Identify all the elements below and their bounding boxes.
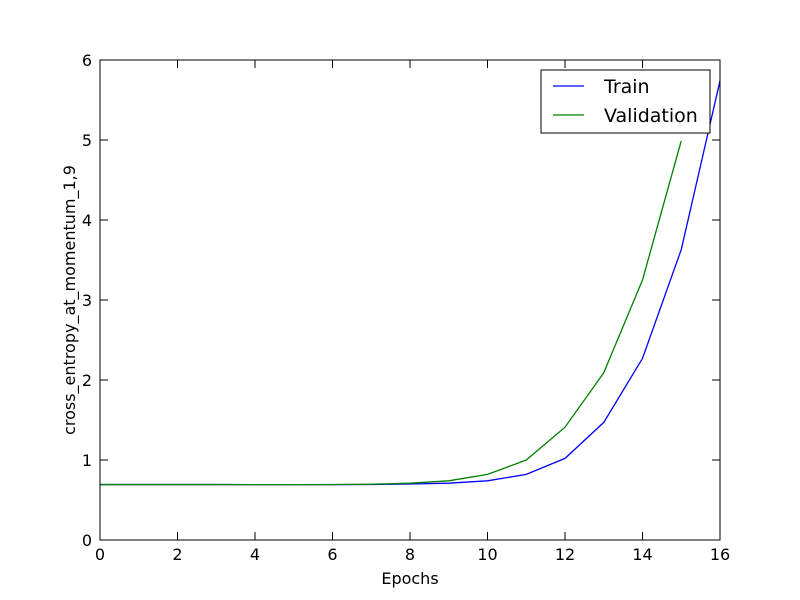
x-tick-label: 0 [95, 545, 105, 564]
validation-series-line [100, 140, 682, 486]
x-axis-label: Epochs [381, 569, 438, 588]
ticks-layer [99, 59, 721, 541]
x-tick-label: 16 [710, 545, 730, 564]
x-tick-label: 2 [172, 545, 182, 564]
x-tick-label: 6 [327, 545, 337, 564]
x-tick-label: 4 [250, 545, 260, 564]
y-tick-label: 6 [82, 51, 92, 70]
train-series-line [100, 80, 720, 486]
legend: Train Validation [540, 69, 711, 134]
x-tick-label: 14 [632, 545, 652, 564]
y-axis-label: cross_entropy_at_momentum_1,9 [60, 165, 80, 435]
series-layer [100, 80, 720, 486]
y-tick-label: 1 [82, 451, 92, 470]
legend-box [540, 69, 711, 134]
y-tick-label: 0 [82, 531, 92, 550]
x-tick-label: 12 [555, 545, 575, 564]
y-tick-label: 4 [82, 211, 92, 230]
y-tick-label: 2 [82, 371, 92, 390]
y-tick-label: 5 [82, 131, 92, 150]
x-tick-label: 8 [405, 545, 415, 564]
x-tick-label: 10 [477, 545, 497, 564]
y-tick-label: 3 [82, 291, 92, 310]
legend-validation-label: Validation [604, 105, 698, 127]
legend-train-label: Train [603, 76, 650, 98]
